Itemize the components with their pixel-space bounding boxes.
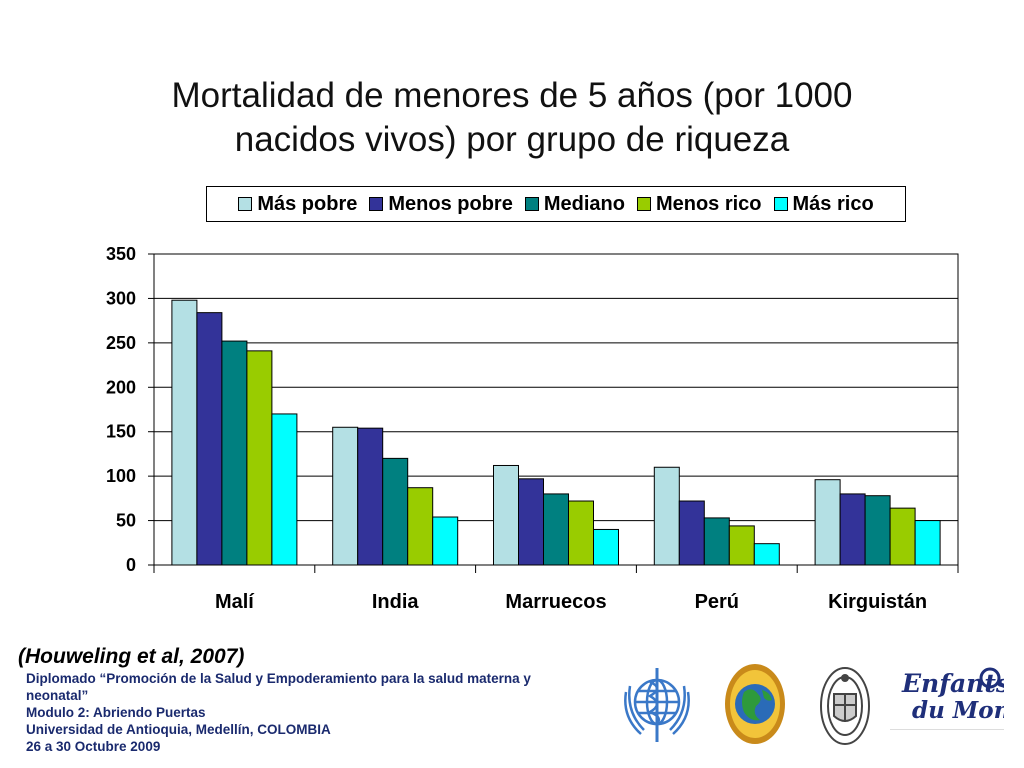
chart-title: Mortalidad de menores de 5 años (por 100… bbox=[0, 74, 1024, 162]
enfants-logo-line-1: Enfants bbox=[901, 669, 1004, 698]
legend-label: Menos rico bbox=[655, 192, 762, 215]
bar bbox=[703, 517, 730, 566]
y-tick-label: 150 bbox=[106, 422, 136, 442]
x-category-label: India bbox=[372, 591, 420, 613]
legend-swatch bbox=[369, 197, 384, 211]
bar bbox=[221, 340, 248, 566]
x-category-label: Marruecos bbox=[505, 591, 606, 613]
bar bbox=[543, 493, 569, 566]
y-tick-label: 350 bbox=[106, 244, 136, 264]
y-tick-label: 300 bbox=[106, 288, 136, 308]
bar bbox=[271, 413, 298, 566]
legend-item: Menos rico bbox=[636, 192, 762, 216]
y-tick-label: 50 bbox=[116, 511, 136, 531]
bar bbox=[407, 487, 434, 566]
bar bbox=[678, 500, 705, 566]
legend-swatch bbox=[238, 197, 253, 211]
chart-title-line-1: Mortalidad de menores de 5 años (por 100… bbox=[171, 76, 853, 115]
footer-line: Universidad de Antioquia, Medellín, COLO… bbox=[26, 722, 331, 737]
bar bbox=[593, 528, 619, 566]
bar bbox=[171, 299, 198, 566]
enfants-logo-line-2: du Monde bbox=[912, 697, 1004, 724]
bar bbox=[493, 464, 519, 566]
footer-line: Diplomado “Promoción de la Salud y Empod… bbox=[26, 671, 531, 686]
bar bbox=[814, 479, 841, 566]
legend-label: Menos pobre bbox=[388, 192, 513, 215]
legend-label: Más rico bbox=[792, 192, 874, 215]
bar bbox=[889, 507, 916, 566]
chart-legend: Más pobre Menos pobre Mediano Menos rico Más… bbox=[206, 186, 906, 222]
citation: (Houweling et al, 2007) bbox=[18, 645, 245, 668]
bar bbox=[382, 457, 409, 566]
bar bbox=[332, 426, 359, 566]
footer-line: 26 a 30 Octubre 2009 bbox=[26, 739, 161, 754]
footer-line: neonatal” bbox=[26, 688, 89, 703]
legend-item: Menos pobre bbox=[369, 192, 513, 216]
chart-title-line-2: nacidos vivos) por grupo de riqueza bbox=[234, 120, 790, 159]
x-category-label: Malí bbox=[215, 591, 255, 613]
bar bbox=[753, 543, 780, 566]
bar bbox=[864, 495, 891, 566]
y-tick-label: 0 bbox=[126, 555, 136, 575]
bar bbox=[518, 478, 544, 566]
bar bbox=[653, 466, 680, 566]
bar-chart: 0 50 100 150 200 250 300 350 Malí India Marruecos P… bbox=[106, 244, 959, 613]
x-category-label: Kirguistán bbox=[828, 591, 927, 613]
legend-item: Más rico bbox=[773, 192, 874, 216]
bar bbox=[568, 500, 594, 566]
legend-item: Más pobre bbox=[238, 193, 357, 216]
bar bbox=[728, 525, 755, 566]
x-category-label: Perú bbox=[695, 591, 739, 613]
footer-line: Modulo 2: Abriendo Puertas bbox=[26, 705, 206, 720]
bar bbox=[196, 312, 223, 566]
legend-item: Mediano bbox=[524, 192, 625, 216]
y-tick-label: 250 bbox=[106, 333, 136, 353]
legend-swatch bbox=[773, 197, 788, 211]
y-tick-label: 200 bbox=[106, 377, 136, 397]
who-emblem-icon bbox=[624, 668, 690, 742]
bar bbox=[357, 427, 384, 566]
legend-label: Más pobre bbox=[257, 192, 358, 215]
legend-label: Mediano bbox=[543, 192, 625, 215]
globe-seal-icon bbox=[725, 664, 785, 744]
footer-text: Diplomado “Promoción de la Salud y Empod… bbox=[26, 670, 586, 755]
bar bbox=[839, 493, 866, 566]
bar bbox=[432, 516, 459, 566]
logo-divider bbox=[890, 729, 1004, 730]
university-seal-icon bbox=[820, 667, 870, 745]
bar bbox=[914, 520, 941, 566]
enfants-du-monde-logo: Enfants du Monde bbox=[901, 667, 1004, 724]
bar bbox=[246, 350, 273, 566]
y-tick-label: 100 bbox=[106, 466, 136, 486]
legend-swatch bbox=[636, 197, 651, 211]
legend-swatch bbox=[524, 197, 539, 211]
